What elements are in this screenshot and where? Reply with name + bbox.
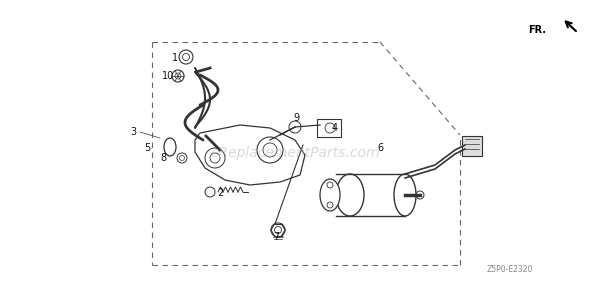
Circle shape <box>289 121 301 133</box>
Circle shape <box>210 153 220 163</box>
Circle shape <box>271 223 285 237</box>
Circle shape <box>172 70 184 82</box>
Text: 2: 2 <box>217 188 223 198</box>
Polygon shape <box>195 125 305 185</box>
Text: 1: 1 <box>172 53 178 63</box>
Circle shape <box>274 227 281 234</box>
Circle shape <box>325 123 335 133</box>
Text: 3: 3 <box>130 127 136 137</box>
FancyBboxPatch shape <box>317 119 341 137</box>
Ellipse shape <box>164 138 176 156</box>
Circle shape <box>179 50 193 64</box>
Circle shape <box>205 148 225 168</box>
Text: 6: 6 <box>377 143 383 153</box>
Ellipse shape <box>336 174 364 216</box>
Text: 5: 5 <box>144 143 150 153</box>
Circle shape <box>327 182 333 188</box>
Text: 4: 4 <box>332 123 338 133</box>
FancyBboxPatch shape <box>462 136 482 156</box>
Text: eReplacementParts.com: eReplacementParts.com <box>210 146 380 160</box>
Circle shape <box>327 202 333 208</box>
Circle shape <box>416 191 424 199</box>
Circle shape <box>179 155 185 160</box>
Circle shape <box>257 137 283 163</box>
Circle shape <box>175 73 181 79</box>
Text: 10: 10 <box>162 71 174 81</box>
Text: 7: 7 <box>273 232 279 242</box>
Text: 8: 8 <box>160 153 166 163</box>
Text: Z5P0-E2320: Z5P0-E2320 <box>487 266 533 275</box>
Ellipse shape <box>394 174 416 216</box>
Circle shape <box>182 53 189 60</box>
Text: FR.: FR. <box>528 25 546 35</box>
Circle shape <box>263 143 277 157</box>
Ellipse shape <box>320 179 340 211</box>
Circle shape <box>205 187 215 197</box>
Circle shape <box>177 153 187 163</box>
Text: 9: 9 <box>293 113 299 123</box>
